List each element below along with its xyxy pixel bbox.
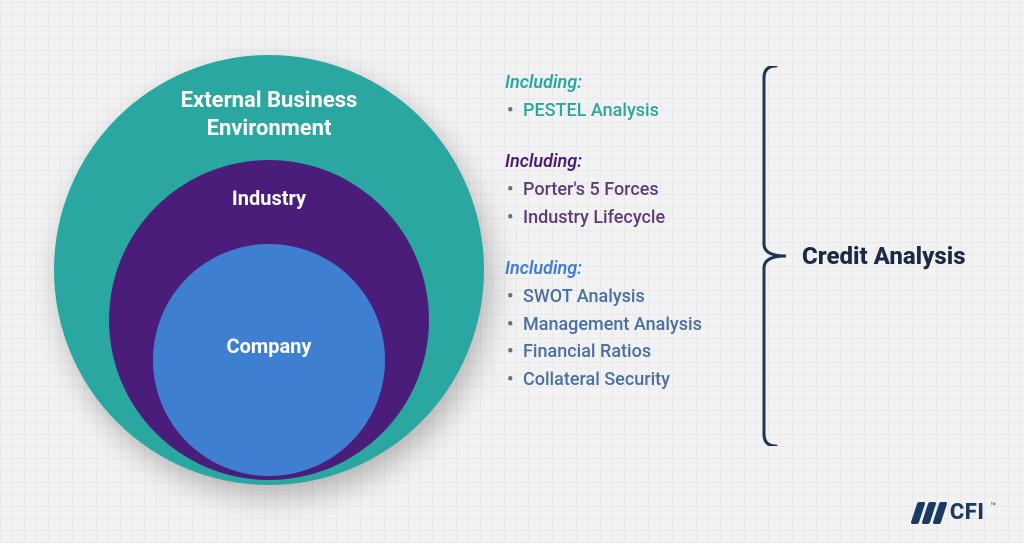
analysis-group: Including: PESTEL Analysis — [505, 72, 702, 125]
cfi-logo-text: CFI — [950, 500, 985, 525]
analysis-group: Including: SWOT AnalysisManagement Analys… — [505, 258, 702, 395]
list-item: PESTEL Analysis — [505, 97, 702, 125]
analysis-lists: Including: PESTEL Analysis Including: Porte… — [505, 72, 702, 420]
list-item: Financial Ratios — [505, 338, 702, 366]
group-items: SWOT AnalysisManagement AnalysisFinancia… — [505, 283, 702, 395]
list-item: Collateral Security — [505, 366, 702, 394]
analysis-group: Including: Porter's 5 ForcesIndustry Life… — [505, 151, 702, 232]
list-item: Porter's 5 Forces — [505, 176, 702, 204]
list-item: Management Analysis — [505, 311, 702, 339]
group-items: PESTEL Analysis — [505, 97, 702, 125]
inner-circle-company: Company — [153, 244, 385, 476]
inner-circle-label: Company — [227, 334, 312, 476]
cfi-logo-bars-icon — [910, 502, 947, 524]
outer-circle-label-line1: External Business — [181, 87, 358, 115]
outer-circle-label-line2: Environment — [181, 115, 358, 143]
cfi-logo: CFI ™ — [914, 500, 996, 525]
curly-brace-icon — [760, 66, 790, 446]
group-items: Porter's 5 ForcesIndustry Lifecycle — [505, 176, 702, 232]
list-item: SWOT Analysis — [505, 283, 702, 311]
summary-label: Credit Analysis — [802, 242, 966, 270]
group-heading: Including: — [505, 258, 702, 279]
list-item: Industry Lifecycle — [505, 204, 702, 232]
group-heading: Including: — [505, 72, 702, 93]
cfi-logo-tm: ™ — [990, 502, 996, 512]
group-heading: Including: — [505, 151, 702, 172]
